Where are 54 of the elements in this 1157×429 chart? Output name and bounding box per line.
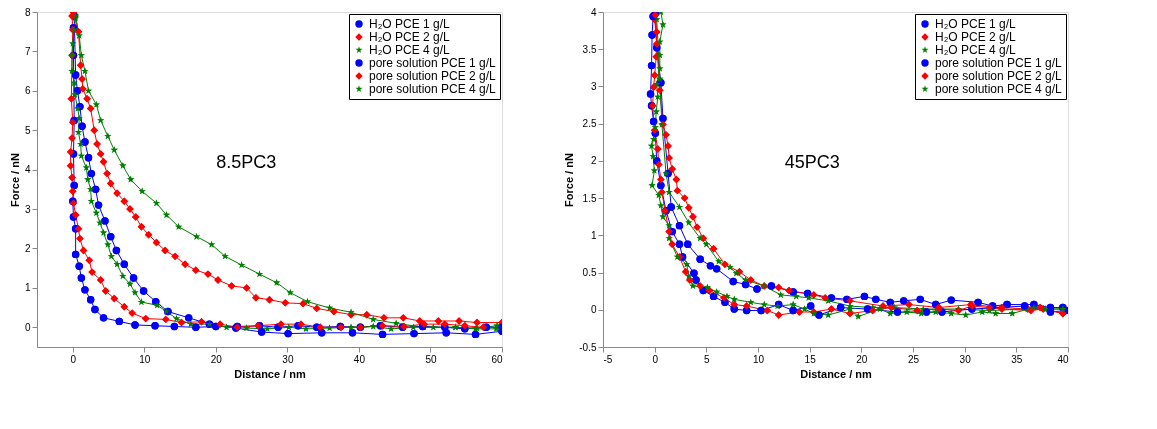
legend-label: H₂O PCE 2 g/L (935, 30, 1017, 44)
y-tick-label: 1.5 (582, 192, 597, 204)
y-tick-label: 3.5 (582, 43, 597, 55)
annotation: 45PC3 (784, 151, 840, 172)
y-tick-label: 5 (24, 124, 31, 136)
x-axis-title: Distance / nm (800, 367, 872, 380)
y-tick-label: 4 (24, 164, 31, 176)
y-tick-label: 2 (24, 242, 31, 254)
y-tick-label: 3 (590, 80, 597, 92)
y-tick-label: 0 (590, 304, 597, 316)
x-tick-label: 35 (1011, 353, 1023, 365)
legend-label: pore solution PCE 4 g/L (935, 82, 1063, 96)
x-tick-label: 40 (353, 353, 366, 365)
y-tick-label: 1 (590, 229, 597, 241)
legend-label: pore solution PCE 4 g/L (369, 82, 497, 96)
y-axis-title: Force / nN (563, 153, 576, 207)
y-tick-label: 4 (590, 6, 597, 18)
x-tick-label: 50 (425, 353, 437, 365)
x-tick-label: 25 (907, 353, 920, 365)
legend-label: pore solution PCE 1 g/L (935, 56, 1063, 70)
x-axis-title: Distance / nm (234, 367, 306, 380)
y-tick-label: 3 (24, 203, 31, 215)
x-tick-label: 0 (70, 353, 77, 365)
legend-label: H₂O PCE 2 g/L (369, 30, 451, 44)
y-tick-label: 8 (24, 6, 31, 18)
legend-label: H₂O PCE 4 g/L (935, 43, 1017, 57)
legend-label: pore solution PCE 2 g/L (935, 69, 1063, 83)
x-tick-label: 10 (139, 353, 151, 365)
x-tick-label: 30 (282, 353, 294, 365)
x-tick-label: 60 (491, 353, 503, 365)
x-tick-label: 20 (856, 353, 868, 365)
y-tick-label: 7 (24, 45, 31, 57)
legend-label: pore solution PCE 2 g/L (369, 69, 497, 83)
x-tick-label: 20 (210, 353, 223, 365)
y-axis-title: Force / nN (8, 153, 21, 207)
x-tick-label: 40 (1057, 353, 1069, 365)
x-tick-label: 5 (704, 353, 711, 365)
x-tick-label: 10 (752, 353, 765, 365)
legend-label: H₂O PCE 1 g/L (369, 17, 451, 31)
y-tick-label: -0.5 (579, 341, 597, 353)
legend-label: H₂O PCE 4 g/L (369, 43, 451, 57)
x-tick-label: 30 (959, 353, 972, 365)
y-tick-label: 2 (590, 155, 597, 167)
legend-label: pore solution PCE 1 g/L (369, 56, 497, 70)
y-tick-label: 0.5 (582, 267, 597, 279)
annotation: 8.5PC3 (216, 151, 277, 172)
legend-label: H₂O PCE 1 g/L (935, 17, 1017, 31)
x-tick-label: -5 (603, 353, 613, 365)
y-tick-label: 2.5 (582, 118, 597, 130)
x-tick-label: 0 (652, 353, 659, 365)
y-tick-label: 1 (24, 282, 31, 294)
y-tick-label: 6 (24, 85, 31, 97)
x-tick-label: 15 (804, 353, 817, 365)
y-tick-label: 0 (24, 321, 31, 333)
